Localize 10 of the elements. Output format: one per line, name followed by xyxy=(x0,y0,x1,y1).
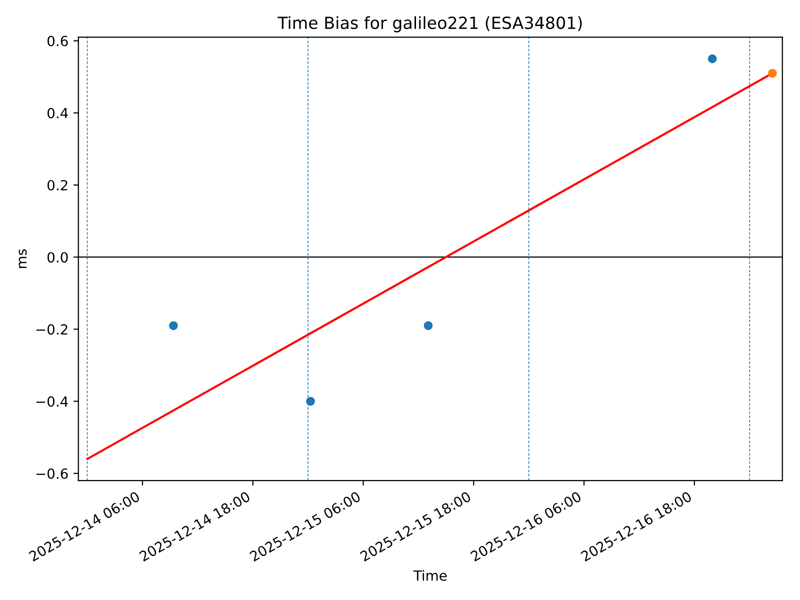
y-tick-label: 0.0 xyxy=(48,252,68,263)
y-tick-label: 0.6 xyxy=(48,36,68,46)
y-tick-label: −0.6 xyxy=(36,468,68,479)
y-tick-label: 0.2 xyxy=(48,180,68,190)
y-tick-label: −0.2 xyxy=(36,324,68,335)
y-tick-label: −0.4 xyxy=(36,396,68,407)
y-tick-label: 0.4 xyxy=(48,108,68,118)
y-axis-title: ms xyxy=(18,249,27,268)
chart-title: Time Bias for galileo221 (ESA34801) xyxy=(278,16,582,32)
x-axis-title: Time xyxy=(413,570,447,581)
